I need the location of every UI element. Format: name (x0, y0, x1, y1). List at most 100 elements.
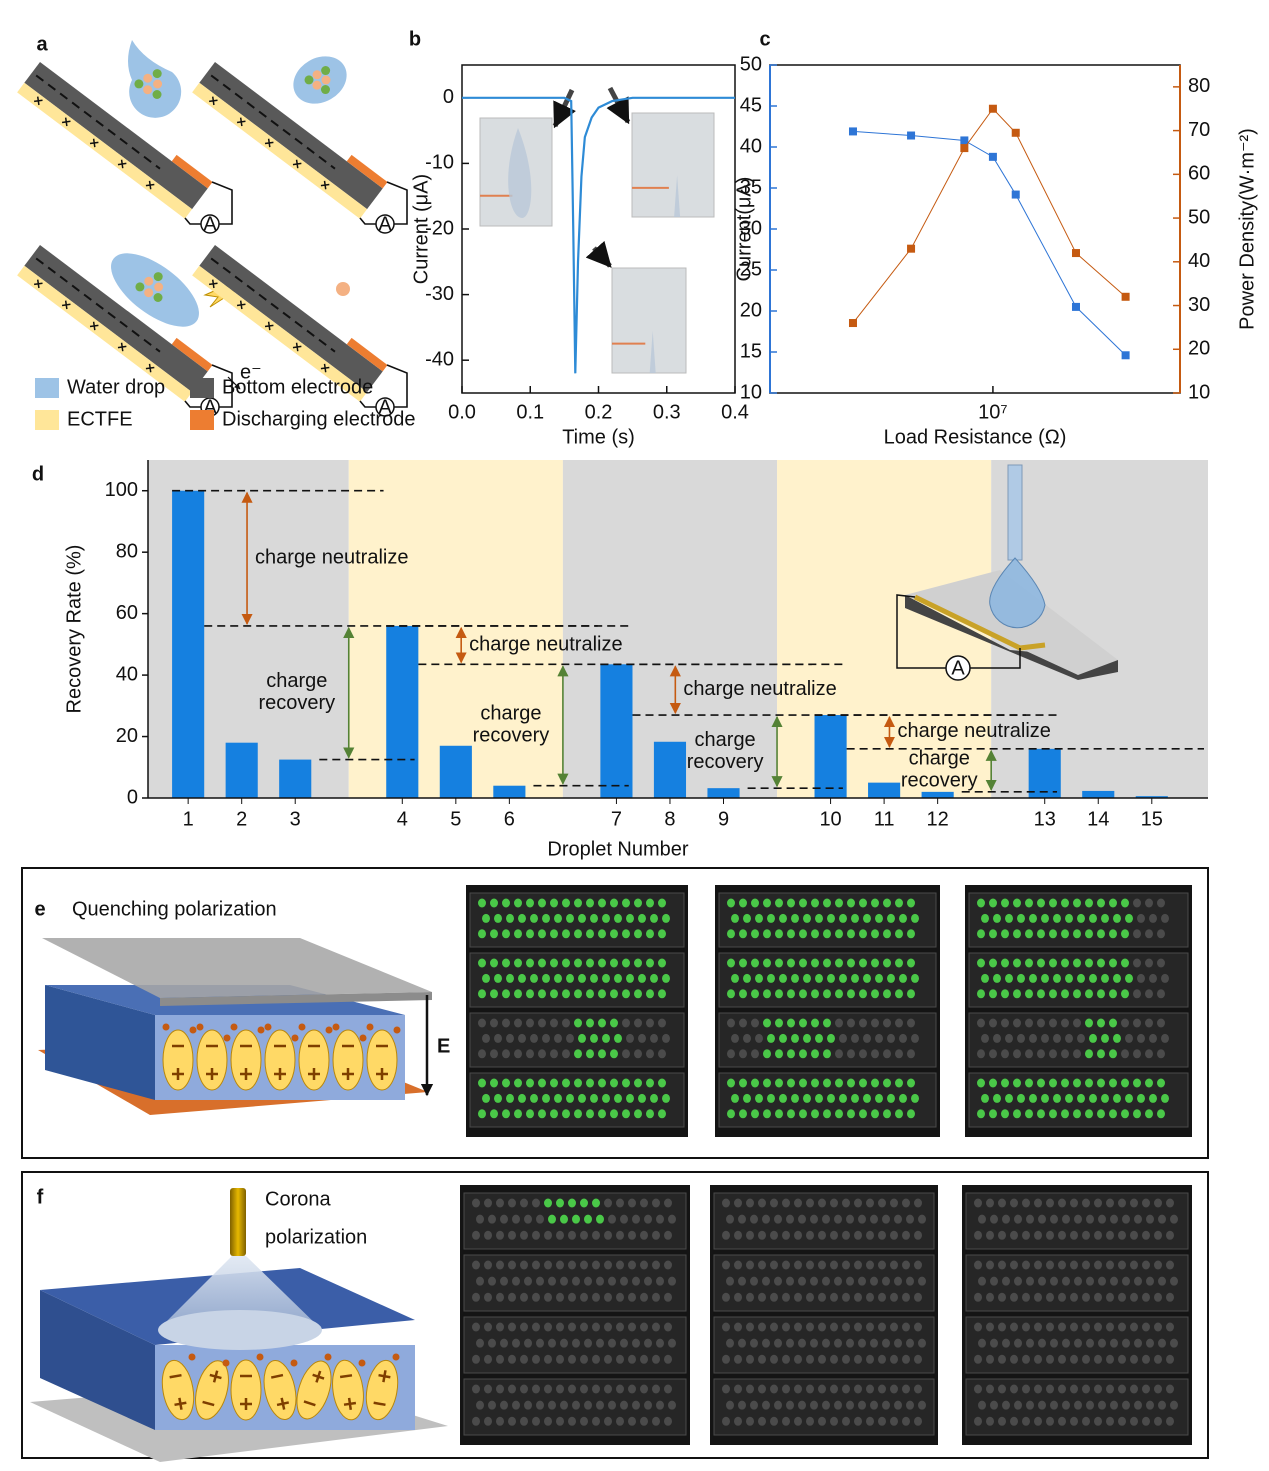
led (974, 1322, 982, 1332)
charge-dot (223, 1034, 231, 1042)
led (524, 1214, 532, 1224)
led (722, 1292, 730, 1302)
led (616, 1292, 624, 1302)
led (586, 898, 594, 908)
led (751, 1049, 759, 1059)
dipole-body (230, 1359, 262, 1421)
led (472, 1416, 480, 1426)
led (895, 1078, 903, 1088)
led (1118, 1354, 1126, 1364)
led (866, 1230, 874, 1240)
y-tick-label: -20 (425, 217, 454, 239)
led (726, 1214, 734, 1224)
charge-dot (143, 73, 153, 83)
led (634, 929, 642, 939)
electrode-stack (192, 62, 388, 219)
x-tick-label: 13 (1034, 808, 1056, 830)
led (578, 973, 586, 983)
led (1166, 1230, 1174, 1240)
led (652, 1384, 660, 1394)
led (1094, 1230, 1102, 1240)
led (978, 1214, 986, 1224)
led (875, 1033, 883, 1043)
led (914, 1230, 922, 1240)
led (484, 1292, 492, 1302)
led (536, 1214, 544, 1224)
led (658, 1049, 666, 1059)
led (482, 1033, 490, 1043)
led (1106, 1354, 1114, 1364)
led (911, 913, 919, 923)
led (646, 929, 654, 939)
led (622, 898, 630, 908)
led (750, 1214, 758, 1224)
led (1106, 1292, 1114, 1302)
led (875, 973, 883, 983)
led (472, 1260, 480, 1270)
led (1133, 1109, 1141, 1119)
led (574, 989, 582, 999)
led (508, 1230, 516, 1240)
led (488, 1400, 496, 1410)
led (1065, 1093, 1073, 1103)
bottom-electrode (199, 62, 383, 210)
led (981, 1093, 989, 1103)
inset-photo (631, 112, 715, 218)
charge-dot (304, 75, 314, 85)
led (835, 898, 843, 908)
led (1125, 1033, 1133, 1043)
data-point (1011, 190, 1020, 199)
led (494, 1093, 502, 1103)
led (883, 898, 891, 908)
led (472, 1230, 480, 1240)
led (1134, 1338, 1142, 1348)
led (986, 1260, 994, 1270)
led (622, 1109, 630, 1119)
led (496, 1230, 504, 1240)
led (1085, 1078, 1093, 1088)
led (1022, 1198, 1030, 1208)
led (775, 1109, 783, 1119)
led (526, 929, 534, 939)
led (882, 1338, 890, 1348)
led (842, 1384, 850, 1394)
charge-dot (152, 89, 162, 99)
led (847, 958, 855, 968)
led (858, 1214, 866, 1224)
led (1070, 1384, 1078, 1394)
led (875, 913, 883, 923)
led (1025, 898, 1033, 908)
led (882, 1214, 890, 1224)
led (1106, 1416, 1114, 1426)
led (1034, 1354, 1042, 1364)
led (620, 1276, 628, 1286)
charge-dot (393, 1026, 401, 1034)
led (1070, 1292, 1078, 1302)
led (1109, 958, 1117, 968)
led (906, 1214, 914, 1224)
led (823, 898, 831, 908)
led (914, 1416, 922, 1426)
led (1061, 1109, 1069, 1119)
led (798, 1338, 806, 1348)
charge-dot (257, 1026, 265, 1034)
led (803, 1033, 811, 1043)
led (544, 1260, 552, 1270)
led (512, 1338, 520, 1348)
led (508, 1260, 516, 1270)
led (502, 1109, 510, 1119)
led (859, 958, 867, 968)
led (622, 989, 630, 999)
led (1109, 1078, 1117, 1088)
led (496, 1260, 504, 1270)
led (822, 1338, 830, 1348)
led (652, 1260, 660, 1270)
led (782, 1354, 790, 1364)
led (1022, 1292, 1030, 1302)
led (739, 958, 747, 968)
led (506, 973, 514, 983)
data-point (848, 319, 857, 328)
led (914, 1354, 922, 1364)
led (472, 1322, 480, 1332)
led (835, 929, 843, 939)
